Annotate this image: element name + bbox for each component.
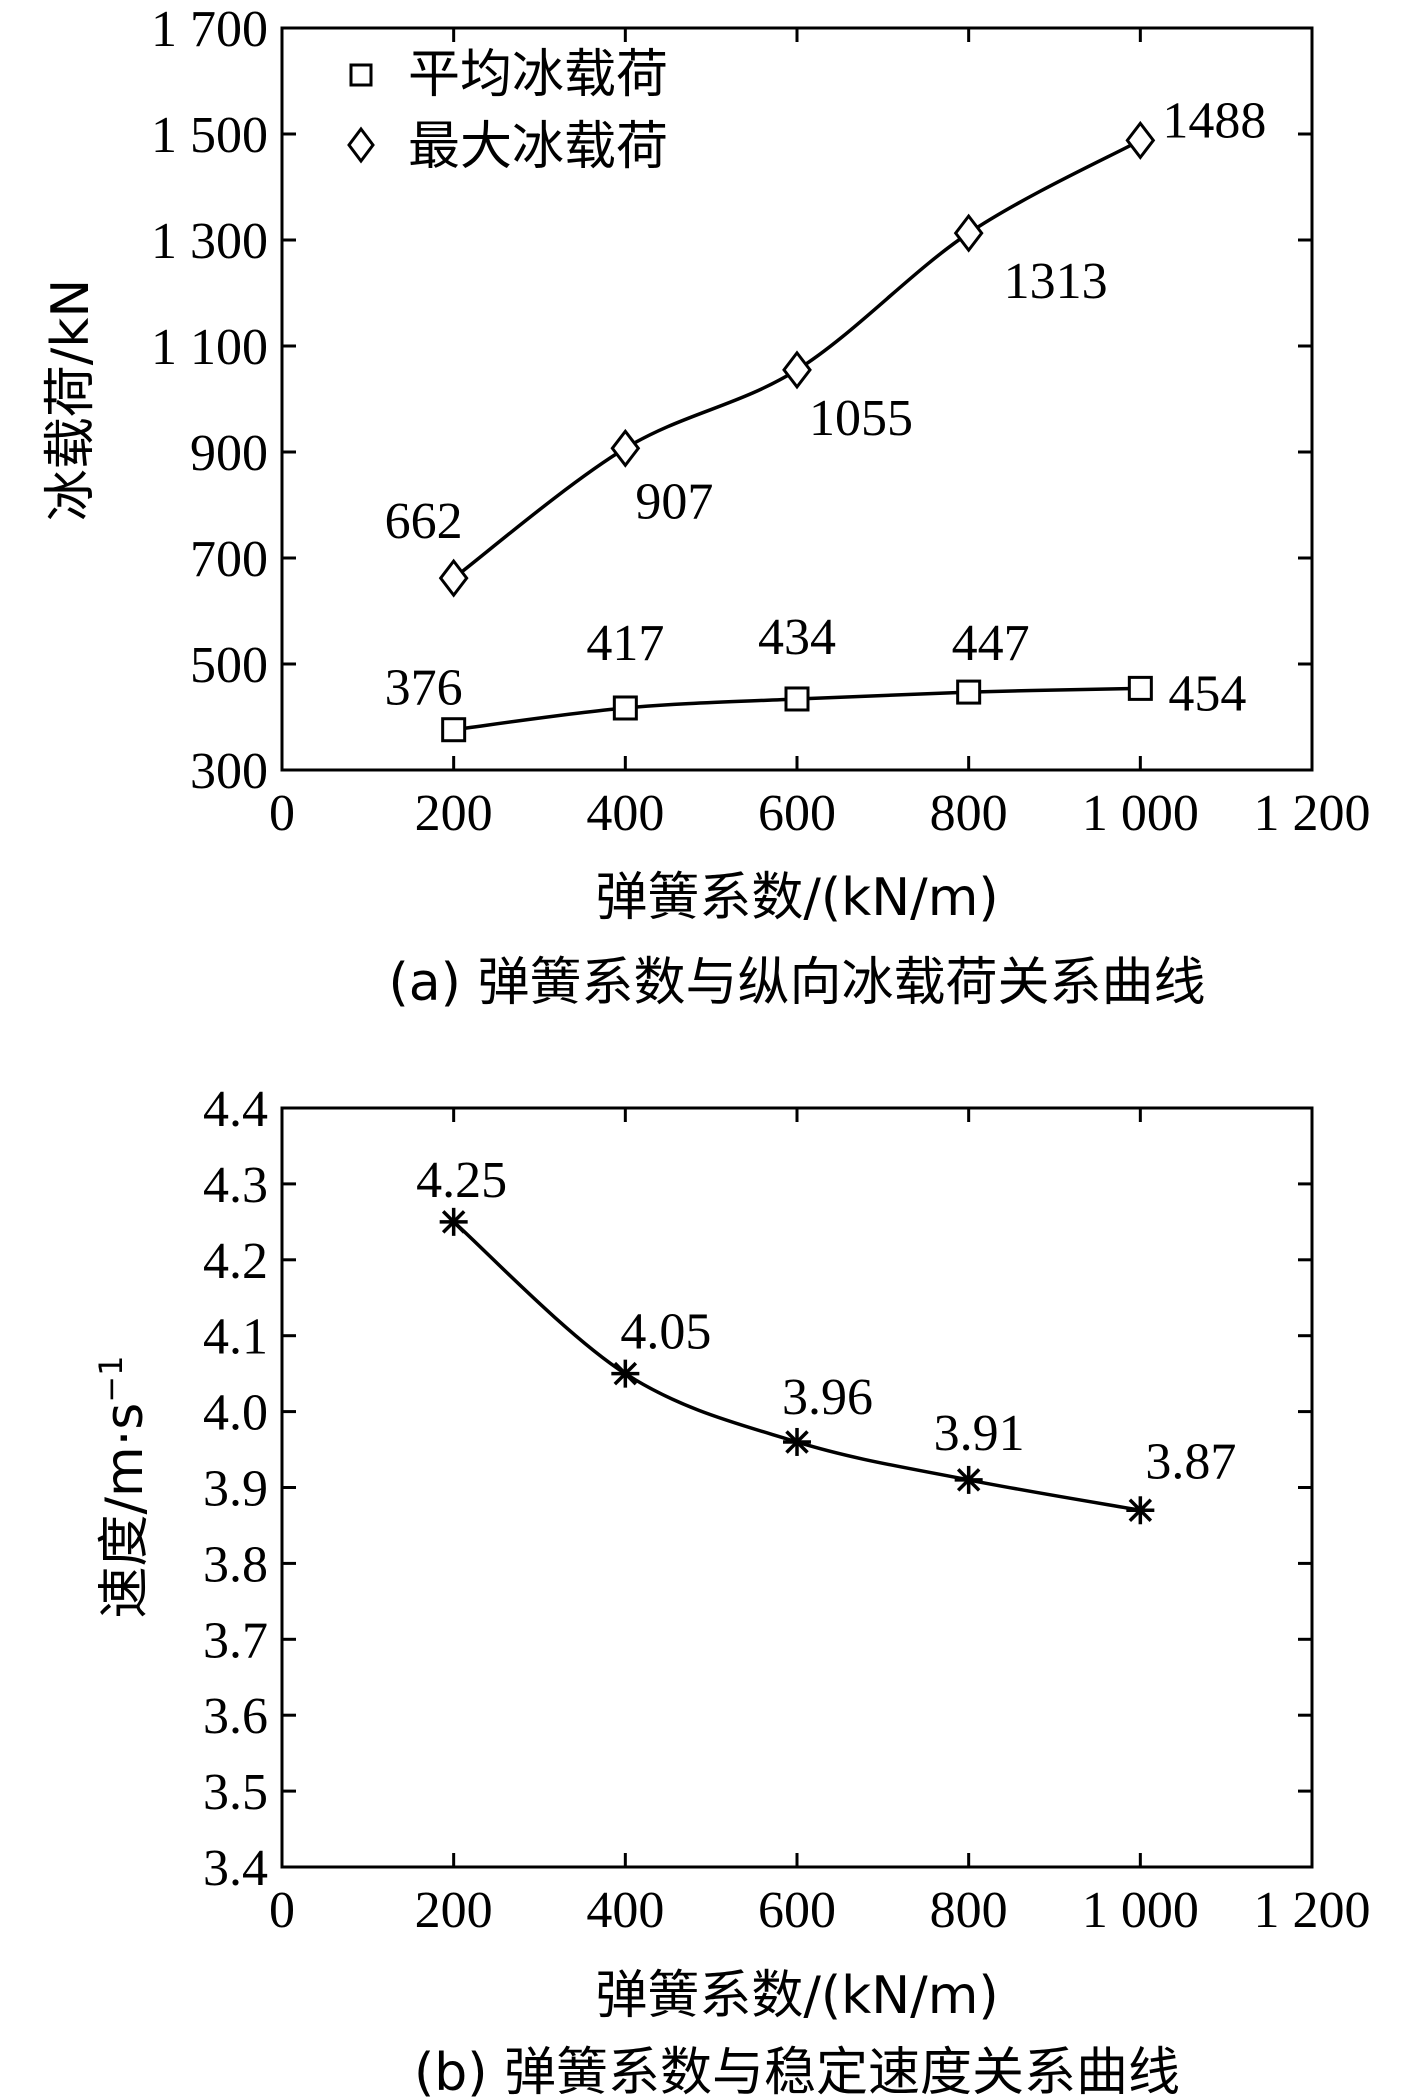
- diamond-marker: [953, 213, 984, 253]
- data-label: 434: [758, 609, 836, 666]
- chart-a-markers: [438, 120, 1156, 743]
- x-tick-label: 1 200: [1254, 785, 1371, 842]
- series-line-star: [452, 1220, 1141, 1512]
- diamond-marker: [610, 428, 641, 468]
- star-marker-stroke: [956, 1468, 981, 1492]
- square-marker: [441, 717, 467, 743]
- x-tick-label: 800: [930, 1882, 1008, 1939]
- y-tick-label: 4.2: [203, 1233, 268, 1290]
- x-tick-label: 800: [930, 785, 1008, 842]
- x-tick-label: 1 000: [1082, 785, 1199, 842]
- data-label: 3.96: [782, 1369, 873, 1426]
- star-marker-stroke: [785, 1430, 809, 1454]
- star-marker-stroke: [613, 1361, 638, 1386]
- chart-b-lines: [452, 1220, 1141, 1512]
- data-label: 907: [635, 473, 713, 530]
- star-marker: [783, 1427, 811, 1456]
- chart-b-y-axis-label-main: 速度/m·s: [95, 1403, 155, 1619]
- chart-b-markers: [439, 1207, 1155, 1525]
- square-marker: [1127, 675, 1153, 701]
- chart-b-data-labels: 4.25 4.05 3.96 3.91 3.87: [416, 1152, 1236, 1490]
- y-tick-label: 3.8: [203, 1536, 268, 1593]
- y-tick-label: 1 100: [151, 319, 268, 376]
- data-label: 447: [952, 615, 1030, 672]
- square-marker: [612, 695, 638, 721]
- y-tick-label: 4.4: [203, 1081, 268, 1138]
- legend-label-max: 最大冰载荷: [408, 117, 668, 177]
- chart-b-x-tick-labels: 0 200 400 600 800 1 000 1 200: [269, 1882, 1371, 1939]
- chart-a-ticks: [282, 28, 1312, 770]
- diamond-marker: [782, 350, 812, 390]
- y-tick-label: 3.6: [203, 1688, 268, 1745]
- chart-b-x-axis-label: 弹簧系数/(kN/m): [595, 1966, 998, 2026]
- legend-label-avg: 平均冰载荷: [408, 45, 668, 105]
- y-tick-label: 4.3: [203, 1157, 268, 1214]
- legend-square-marker: [349, 63, 373, 87]
- data-label: 376: [385, 660, 463, 717]
- diamond-marker: [438, 558, 469, 598]
- y-tick-label: 300: [190, 743, 268, 800]
- y-tick-label: 4.1: [203, 1309, 268, 1366]
- chart-b-y-axis-label-sup: −1: [92, 1356, 130, 1403]
- y-tick-label: 4.0: [203, 1385, 268, 1442]
- data-label: 4.05: [620, 1304, 711, 1361]
- y-tick-label: 900: [190, 425, 268, 482]
- chart-b: 0 200 400 600 800 1 000 1 200 3.43.53.63.73.83…: [92, 1081, 1371, 2098]
- x-tick-label: 0: [269, 1882, 295, 1939]
- x-tick-label: 200: [415, 1882, 493, 1939]
- chart-a-x-axis-label: 弹簧系数/(kN/m): [595, 868, 998, 928]
- x-tick-label: 0: [269, 785, 295, 842]
- star-marker-stroke: [1128, 1498, 1153, 1523]
- x-tick-label: 600: [758, 785, 836, 842]
- star-marker: [1126, 1496, 1155, 1525]
- diamond-marker: [1125, 120, 1156, 160]
- y-tick-label: 1 300: [151, 213, 268, 270]
- star-marker: [439, 1207, 468, 1236]
- chart-b-ticks: [282, 1108, 1312, 1867]
- legend-diamond-marker: [347, 126, 375, 164]
- data-label: 454: [1168, 665, 1246, 722]
- y-tick-label: 500: [190, 637, 268, 694]
- x-tick-label: 200: [415, 785, 493, 842]
- chart-b-y-axis-label: 速度/m·s−1: [92, 1356, 155, 1619]
- chart-a-y-axis-label: 冰载荷/kN: [41, 279, 101, 522]
- chart-b-caption: (b) 弹簧系数与稳定速度关系曲线: [414, 2043, 1180, 2098]
- data-label: 1313: [1004, 253, 1108, 310]
- chart-a-caption: (a) 弹簧系数与纵向冰载荷关系曲线: [389, 953, 1206, 1013]
- chart-a-data-labels: 376 417 434 447 454 662 907 1055 1313 1488: [385, 92, 1267, 722]
- y-tick-label: 3.5: [203, 1764, 268, 1821]
- x-tick-label: 1 000: [1082, 1882, 1199, 1939]
- y-tick-label: 1 500: [151, 107, 268, 164]
- chart-a: 0 200 400 600 800 1 000 1 200 300 500 700 900 1 10…: [41, 1, 1371, 1013]
- square-marker: [956, 679, 982, 705]
- star-marker: [611, 1359, 640, 1388]
- data-label: 3.91: [934, 1405, 1025, 1462]
- x-tick-label: 400: [586, 1882, 664, 1939]
- y-tick-label: 3.9: [203, 1461, 268, 1518]
- data-label: 1488: [1162, 92, 1266, 149]
- chart-a-y-tick-labels: 300 500 700 900 1 100 1 300 1 500 1 700: [151, 1, 268, 800]
- x-tick-label: 600: [758, 1882, 836, 1939]
- x-tick-label: 1 200: [1254, 1882, 1371, 1939]
- square-marker: [784, 686, 810, 712]
- data-label: 417: [586, 615, 664, 672]
- y-tick-label: 700: [190, 531, 268, 588]
- y-tick-label: 1 700: [151, 1, 268, 58]
- data-label: 1055: [809, 390, 913, 447]
- data-label: 662: [385, 493, 463, 550]
- star-marker: [954, 1465, 983, 1494]
- chart-b-y-tick-labels: 3.4 3.5 3.6 3.7 3.8 3.9 4.0 4.1 4.2 4.3 4.4: [203, 1081, 268, 1897]
- chart-a-x-tick-labels: 0 200 400 600 800 1 000 1 200: [269, 785, 1371, 842]
- data-label: 3.87: [1145, 1433, 1236, 1490]
- x-tick-label: 400: [586, 785, 664, 842]
- y-tick-label: 3.4: [203, 1840, 268, 1897]
- chart-a-legend: 平均冰载荷 最大冰载荷: [347, 45, 668, 177]
- data-label: 4.25: [416, 1152, 507, 1209]
- y-tick-label: 3.7: [203, 1612, 268, 1669]
- star-marker-stroke: [441, 1210, 466, 1234]
